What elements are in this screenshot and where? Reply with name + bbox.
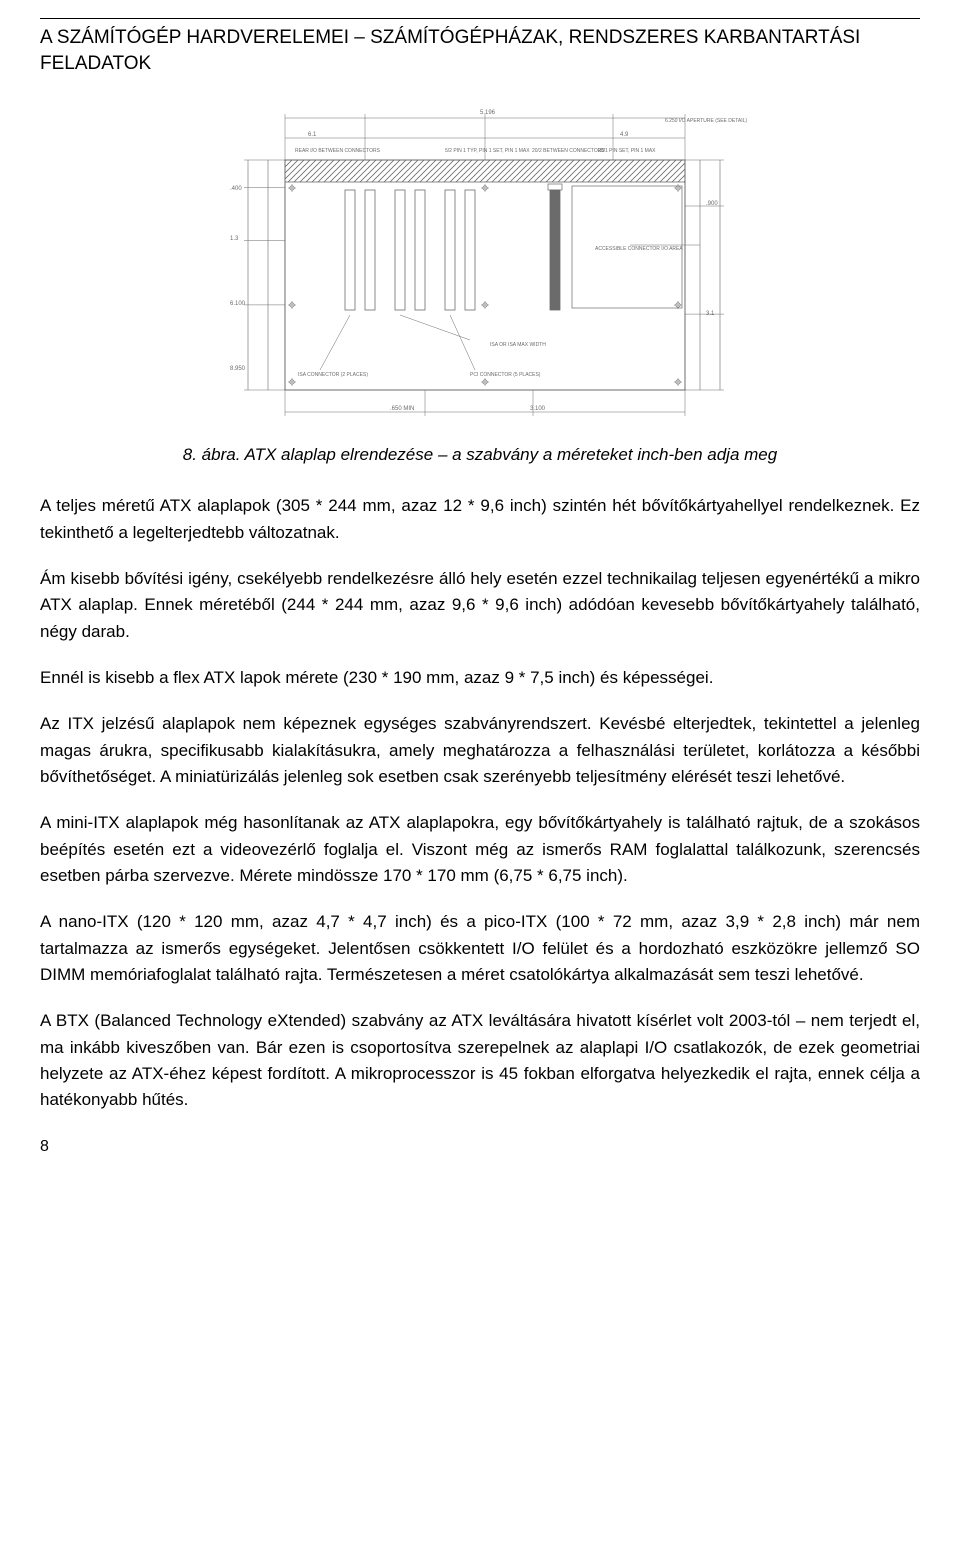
svg-text:3.100: 3.100 — [530, 406, 546, 412]
svg-text:.650 MIN: .650 MIN — [390, 406, 414, 412]
svg-text:6.1: 6.1 — [308, 132, 317, 138]
body-paragraph: A BTX (Balanced Technology eXtended) sza… — [40, 1008, 920, 1113]
document-page: A SZÁMÍTÓGÉP HARDVERELEMEI – SZÁMÍTÓGÉPH… — [0, 0, 960, 1176]
svg-text:6.100: 6.100 — [230, 301, 246, 307]
svg-text:.900: .900 — [706, 201, 718, 207]
svg-text:4.9: 4.9 — [620, 132, 629, 138]
svg-text:1.3: 1.3 — [230, 236, 239, 242]
svg-text:3.1: 3.1 — [706, 311, 715, 317]
header-rule — [40, 18, 920, 19]
svg-text:6.250 I/O APERTURE (SEE DETAIL: 6.250 I/O APERTURE (SEE DETAIL) — [665, 118, 747, 124]
svg-text:ISA OR ISA MAX WIDTH: ISA OR ISA MAX WIDTH — [490, 342, 546, 348]
svg-text:5.196: 5.196 — [480, 110, 496, 116]
body-paragraph: A teljes méretű ATX alaplapok (305 * 244… — [40, 493, 920, 546]
svg-text:PCI CONNECTOR (5 PLACES): PCI CONNECTOR (5 PLACES) — [470, 372, 541, 378]
page-number: 8 — [40, 1138, 920, 1156]
svg-text:8.950: 8.950 — [230, 366, 246, 372]
svg-text:20/2 BETWEEN CONNECTORS: 20/2 BETWEEN CONNECTORS — [532, 148, 605, 154]
body-paragraph: Ennél is kisebb a flex ATX lapok mérete … — [40, 665, 920, 691]
svg-text:20/1 PIN SET, PIN 1 MAX: 20/1 PIN SET, PIN 1 MAX — [598, 148, 656, 154]
figure-container: 6.1 5.196 4.9 .400 1.3 6.100 8.950 .900 3.1 .650 … — [40, 90, 920, 435]
svg-text:REAR I/O BETWEEN CONNECTORS: REAR I/O BETWEEN CONNECTORS — [295, 148, 381, 154]
body-paragraph: Az ITX jelzésű alaplapok nem képeznek eg… — [40, 711, 920, 790]
body-paragraph: Ám kisebb bővítési igény, csekélyebb ren… — [40, 566, 920, 645]
figure-caption: 8. ábra. ATX alaplap elrendezése – a sza… — [40, 445, 920, 465]
svg-text:5/2 PIN 1 TYP, PIN 1 SET, PIN: 5/2 PIN 1 TYP, PIN 1 SET, PIN 1 MAX — [445, 148, 530, 154]
svg-text:.400: .400 — [230, 186, 242, 192]
page-header-title: A SZÁMÍTÓGÉP HARDVERELEMEI – SZÁMÍTÓGÉPH… — [40, 25, 920, 76]
body-paragraph: A nano-ITX (120 * 120 mm, azaz 4,7 * 4,7… — [40, 909, 920, 988]
body-text-container: A teljes méretű ATX alaplapok (305 * 244… — [40, 493, 920, 1114]
svg-text:ISA CONNECTOR (2 PLACES): ISA CONNECTOR (2 PLACES) — [298, 372, 368, 378]
body-paragraph: A mini-ITX alaplapok még hasonlítanak az… — [40, 810, 920, 889]
svg-text:ACCESSIBLE CONNECTOR I/O AREA: ACCESSIBLE CONNECTOR I/O AREA — [595, 246, 683, 252]
atx-layout-diagram: 6.1 5.196 4.9 .400 1.3 6.100 8.950 .900 3.1 .650 … — [200, 90, 760, 430]
